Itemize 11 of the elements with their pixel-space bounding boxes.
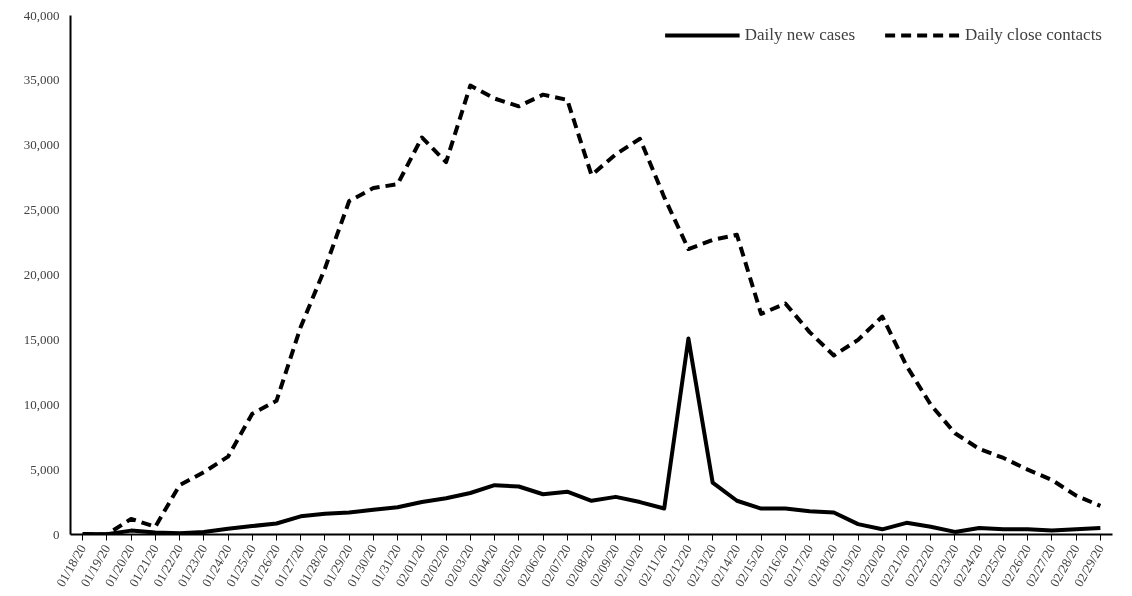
legend-label: Daily close contacts [965,25,1102,45]
y-tick-label: 35,000 [23,72,60,88]
legend-label: Daily new cases [744,25,856,45]
y-tick-label: 15,000 [23,331,60,347]
y-tick-label: 40,000 [23,7,60,23]
y-tick-label: 20,000 [23,267,60,282]
y-tick-label: 25,000 [23,202,60,218]
y-tick-label: 0 [53,526,60,542]
y-tick-label: 30,000 [23,137,60,153]
y-tick-label: 5,000 [30,461,60,477]
y-tick-label: 10,000 [23,396,60,412]
